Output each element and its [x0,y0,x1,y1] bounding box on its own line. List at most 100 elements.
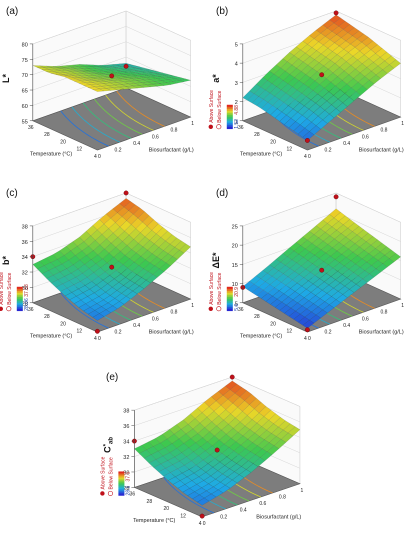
surface-legend: Above Surface Below Surface 28.1 37.5 [100,456,131,496]
panel-letter: (a) [6,6,18,17]
design-point [229,374,235,380]
surface-cell [288,310,301,320]
surface-cell [210,470,223,480]
surface-cell [199,416,213,428]
x-axis: 0 0.2 0.4 0.6 0.8 1 Biosurfactant (g/L) [308,121,404,160]
legend-below-marker [6,306,12,312]
colorbar-segment [16,288,23,292]
surface-cell [127,76,139,80]
colorbar-segment [226,306,233,310]
surface-cell [346,252,358,262]
z-tick-label: 3 [235,81,238,87]
design-point [304,138,310,143]
surface-cell [338,215,351,225]
surface-cell [171,438,185,449]
surface-cell [382,258,395,268]
surface-cell [136,246,148,257]
surface-cell [176,419,189,430]
surface-cell [202,431,215,443]
surface-cell [131,73,144,76]
y-axis: 4 12 20 28 36 Temperature (°C) [28,307,97,342]
surface-cell [151,71,164,74]
surface-cell [366,62,379,72]
z-tick-label: 1 [235,119,238,125]
surface-cell [359,45,372,56]
design-points [109,63,129,79]
colorbar-segment [16,306,23,310]
x-axis-label: Biosurfactant (g/L) [359,148,404,154]
surface-cell [361,58,374,68]
surface-cell [382,64,395,74]
y-tick-label: 36 [238,125,244,131]
surface-cell [122,75,135,78]
y-tick-label: 36 [238,307,244,313]
y-tick-label: 36 [28,125,34,131]
z-tick-label: 30 [22,286,28,292]
surface-cell [154,259,167,269]
floor-contour-line [94,98,143,135]
surface-cell [384,55,397,65]
colorbar-segment [226,124,233,128]
colorbar-segment [118,475,125,478]
y-tick-label: 28 [147,499,153,505]
surface-cell [163,472,176,481]
surface-cell [342,96,355,107]
colorbar-segment [226,302,233,306]
y-axis-label: Temperature (°C) [133,518,175,524]
surface-cell [131,68,143,71]
surface-cell [146,219,159,231]
surface-cell [361,232,374,242]
surface-cell [174,452,187,462]
z-tick-label: 4 [235,62,238,68]
surface-cell [148,459,161,468]
surface-cell [129,80,143,84]
surface-cell [351,81,363,92]
surface-cell [389,253,401,263]
z-axis-label: b* [1,256,11,265]
surface-cell [265,105,278,116]
surface-cell [134,256,146,266]
surface-cell [65,76,77,80]
surface-cell [83,307,96,315]
surface-cell [164,443,178,453]
surface-cell [329,299,341,309]
z-tick-label: 25 [232,224,238,230]
surface-cell [128,65,140,68]
x-tick-label: 0.2 [325,147,332,153]
y-tick-label: 12 [180,514,186,520]
surface-cell [361,36,374,47]
surface-cell [149,233,162,245]
surface-cell [132,285,145,295]
z-gridline [242,192,401,227]
colorbar-segment [118,485,125,488]
z-tick-label: 38 [123,409,129,415]
colorbar-segment [118,491,125,494]
surface-cell [375,263,388,273]
surface-cell [156,77,169,81]
surface-cell [134,445,147,454]
surface-cell [197,401,210,413]
z-tick-label: 30 [123,470,129,476]
legend-below-label: Below Surface [108,457,114,489]
surface-cell [113,251,126,262]
x-tick-label: 0.2 [115,147,122,153]
surface-cell [119,220,132,232]
x-axis: 0 0.2 0.4 0.6 0.8 1 Biosurfactant (g/L) [308,303,404,342]
colorbar-segment [226,104,233,108]
legend-min-value: 28.1 [125,485,131,495]
surface-cell [69,78,82,82]
surface-cell [154,74,166,77]
z-axis-label: C*ab [102,437,114,453]
surface-cell [84,259,97,269]
y-tick-label: 20 [163,506,169,512]
z-tick-label: 55 [22,119,28,125]
colorbar-segment [118,493,125,496]
colorbar-segment [118,479,125,482]
surface-cell [306,112,319,123]
y-tick-label: 12 [76,147,82,153]
z-tick-label: 34 [22,255,28,261]
surface-cell [159,262,171,272]
legend-below-label: Below Surface [217,90,223,122]
surface-cell [159,438,173,449]
